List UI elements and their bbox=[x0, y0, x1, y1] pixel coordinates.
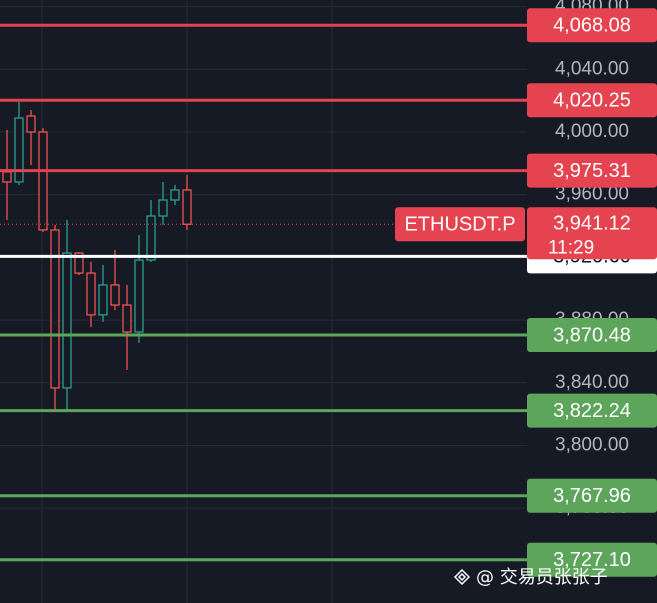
level-label-box bbox=[527, 8, 657, 43]
price-label: 3,941.12 bbox=[553, 213, 631, 235]
y-tick-label: 3,840.00 bbox=[555, 372, 629, 393]
symbol-label: ETHUSDT.P bbox=[404, 214, 515, 236]
candle-body bbox=[74, 252, 84, 274]
candle-body bbox=[170, 189, 180, 201]
candle-body bbox=[86, 272, 96, 316]
candle-body bbox=[98, 284, 108, 316]
countdown-label: 11:29 bbox=[548, 237, 594, 258]
watermark: @ 交易员张张子 bbox=[476, 567, 608, 588]
level-label-text: 3,727.10 bbox=[553, 549, 631, 571]
level-label-box bbox=[527, 478, 657, 513]
candle-body bbox=[26, 115, 36, 133]
level-label-text: 3,975.31 bbox=[553, 160, 631, 182]
level-label: 3,822.24 bbox=[527, 393, 657, 428]
level-label-box bbox=[527, 542, 657, 577]
level-label: 4,068.08 bbox=[527, 8, 657, 43]
y-tick-label: 4,000.00 bbox=[555, 121, 629, 142]
level-label-box bbox=[527, 393, 657, 428]
level-label: 3,767.96 bbox=[527, 478, 657, 513]
level-label-text: 3,870.48 bbox=[553, 324, 631, 346]
candle-body bbox=[38, 131, 48, 231]
level-label: 3,727.10 bbox=[527, 542, 657, 577]
level-label: 3,870.48 bbox=[527, 317, 657, 352]
candle-body bbox=[2, 171, 12, 183]
candle-body bbox=[182, 189, 192, 225]
level-label: 4,020.25 bbox=[527, 83, 657, 118]
y-tick-label: 4,040.00 bbox=[555, 58, 629, 79]
candle-body bbox=[134, 259, 144, 333]
level-label-box bbox=[527, 83, 657, 118]
price-box bbox=[527, 207, 657, 260]
level-label-text: 3,822.24 bbox=[553, 400, 631, 422]
candle-body bbox=[158, 199, 168, 217]
candle-body bbox=[62, 252, 72, 389]
level-label-box bbox=[527, 317, 657, 352]
candle-body bbox=[146, 215, 156, 261]
level-label: 3,975.31 bbox=[527, 153, 657, 188]
level-label-box bbox=[527, 153, 657, 188]
candle-body bbox=[14, 117, 24, 183]
level-label-text: 4,068.08 bbox=[553, 15, 631, 37]
level-label-text: 3,767.96 bbox=[553, 485, 631, 507]
y-tick-label: 3,960.00 bbox=[555, 184, 629, 205]
level-label-text: 4,020.25 bbox=[553, 90, 631, 112]
candle-body bbox=[122, 304, 132, 333]
watermark-icon bbox=[453, 568, 471, 586]
candle-body bbox=[110, 284, 120, 306]
symbol-box bbox=[395, 207, 525, 242]
y-tick-label: 3,800.00 bbox=[555, 434, 629, 455]
candle-body bbox=[50, 229, 60, 389]
